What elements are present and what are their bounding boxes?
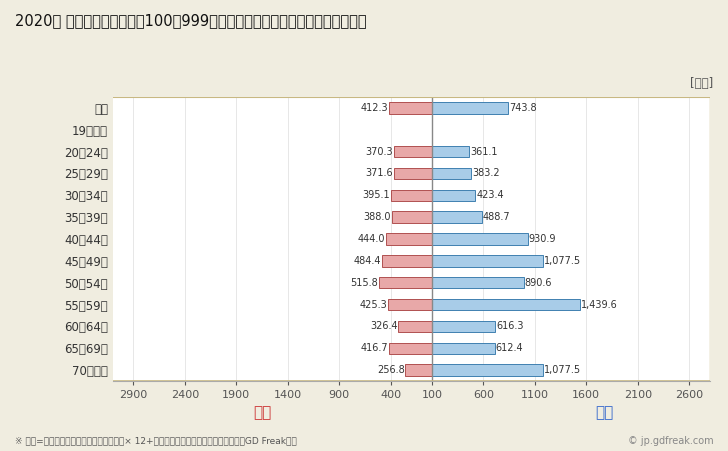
Text: 370.3: 370.3 [365, 147, 393, 156]
Bar [432, 255, 543, 267]
Bar [432, 277, 523, 289]
Bar [432, 189, 475, 201]
Text: 女性: 女性 [253, 405, 272, 420]
Bar [389, 343, 432, 354]
Bar [382, 255, 432, 267]
Bar [387, 233, 432, 245]
Text: 743.8: 743.8 [510, 103, 537, 113]
Bar [432, 146, 469, 157]
Text: 616.3: 616.3 [496, 322, 523, 331]
Text: 423.4: 423.4 [476, 190, 504, 200]
Text: 371.6: 371.6 [365, 169, 393, 179]
Text: 383.2: 383.2 [472, 169, 500, 179]
Bar [432, 343, 495, 354]
Bar [389, 102, 432, 114]
Text: 488.7: 488.7 [483, 212, 510, 222]
Bar [394, 168, 432, 179]
Text: 395.1: 395.1 [363, 190, 390, 200]
Bar [432, 299, 580, 310]
Bar [394, 146, 432, 157]
Text: 361.1: 361.1 [470, 147, 497, 156]
Bar [405, 364, 432, 376]
Bar [432, 321, 495, 332]
Bar [432, 233, 528, 245]
Bar [432, 102, 508, 114]
Text: 444.0: 444.0 [358, 234, 385, 244]
Text: 326.4: 326.4 [370, 322, 397, 331]
Bar [391, 189, 432, 201]
Text: 2020年 民間企業（従業者数100〜999人）フルタイム労働者の男女別平均年収: 2020年 民間企業（従業者数100〜999人）フルタイム労働者の男女別平均年収 [15, 14, 366, 28]
Text: 612.4: 612.4 [496, 343, 523, 353]
Text: 男性: 男性 [595, 405, 614, 420]
Text: 1,077.5: 1,077.5 [544, 256, 581, 266]
Text: © jp.gdfreak.com: © jp.gdfreak.com [628, 436, 713, 446]
Text: 484.4: 484.4 [354, 256, 381, 266]
Text: 388.0: 388.0 [364, 212, 391, 222]
Text: 416.7: 416.7 [360, 343, 388, 353]
Text: 1,077.5: 1,077.5 [544, 365, 581, 375]
Text: 515.8: 515.8 [350, 278, 378, 288]
Text: 256.8: 256.8 [377, 365, 405, 375]
Bar [379, 277, 432, 289]
Bar [392, 212, 432, 223]
Bar [432, 168, 471, 179]
Text: 412.3: 412.3 [361, 103, 389, 113]
Text: 425.3: 425.3 [360, 299, 387, 309]
Bar [388, 299, 432, 310]
Bar [432, 212, 482, 223]
Text: 930.9: 930.9 [529, 234, 556, 244]
Bar [432, 364, 543, 376]
Text: ※ 年収=「きまって支給する現金給与額」× 12+「年間賞与その他特別給与額」としてGD Freak推計: ※ 年収=「きまって支給する現金給与額」× 12+「年間賞与その他特別給与額」と… [15, 437, 296, 446]
Text: 1,439.6: 1,439.6 [581, 299, 617, 309]
Text: 890.6: 890.6 [524, 278, 552, 288]
Bar [398, 321, 432, 332]
Text: [万円]: [万円] [690, 77, 713, 90]
